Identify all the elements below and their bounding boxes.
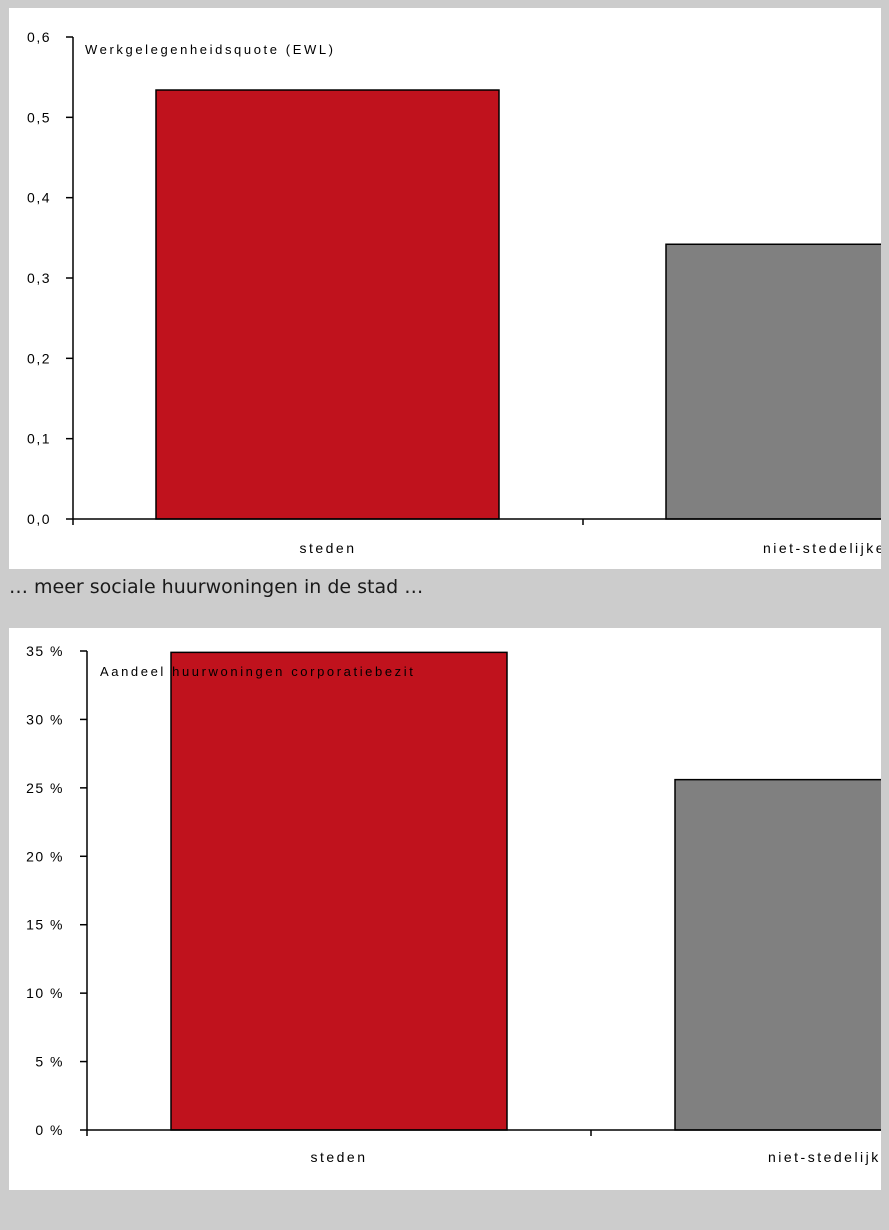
y-tick-label: 0,1 — [27, 431, 51, 447]
y-tick-label: 10 % — [26, 985, 64, 1001]
employment-chart: 0,0 0,1 0,2 0,3 0,4 0,5 0,6 steden niet-stedelij… — [27, 29, 881, 556]
x-tick-label: niet-stedelijke ge — [763, 540, 881, 556]
chart-title: Aandeel huurwoningen corporatiebezit — [100, 664, 415, 679]
y-tick-label: 25 % — [26, 780, 64, 796]
x-tick-label: steden — [310, 1149, 367, 1165]
y-tick-label: 0,0 — [27, 511, 51, 527]
bar-steden — [155, 89, 500, 520]
y-tick-label: 0,6 — [27, 29, 51, 45]
y-tick-label: 35 % — [26, 643, 64, 659]
y-tick-label: 0,5 — [27, 109, 51, 125]
y-tick-label: 5 % — [35, 1054, 64, 1070]
housing-chart: 0 % 5 % 10 % 15 % 20 % 25 % 30 % 35 % steden niet… — [26, 643, 881, 1165]
section-caption: … meer sociale huurwoningen in de stad … — [9, 576, 424, 598]
y-tick-label: 0,3 — [27, 270, 51, 286]
y-tick-label: 0,4 — [27, 190, 51, 206]
y-tick-label: 0 % — [35, 1122, 64, 1138]
x-tick-label: steden — [299, 540, 356, 556]
bar-niet-stedelijke-ge — [674, 778, 881, 1131]
y-tick-label: 0,2 — [27, 350, 51, 366]
bar-steden — [170, 651, 508, 1131]
y-tick-label: 20 % — [26, 848, 64, 864]
y-tick-label: 30 % — [26, 711, 64, 727]
y-tick-label: 15 % — [26, 917, 64, 933]
chart-title: Werkgelegenheidsquote (EWL) — [85, 42, 336, 57]
bar-niet-stedelijke-ge — [665, 243, 881, 520]
chart-panel-housing: 0 % 5 % 10 % 15 % 20 % 25 % 30 % 35 % steden niet… — [9, 628, 881, 1190]
chart-panel-employment: 0,0 0,1 0,2 0,3 0,4 0,5 0,6 steden niet-stedelij… — [9, 8, 881, 569]
x-tick-label: niet-stedelijke ge — [768, 1149, 881, 1165]
